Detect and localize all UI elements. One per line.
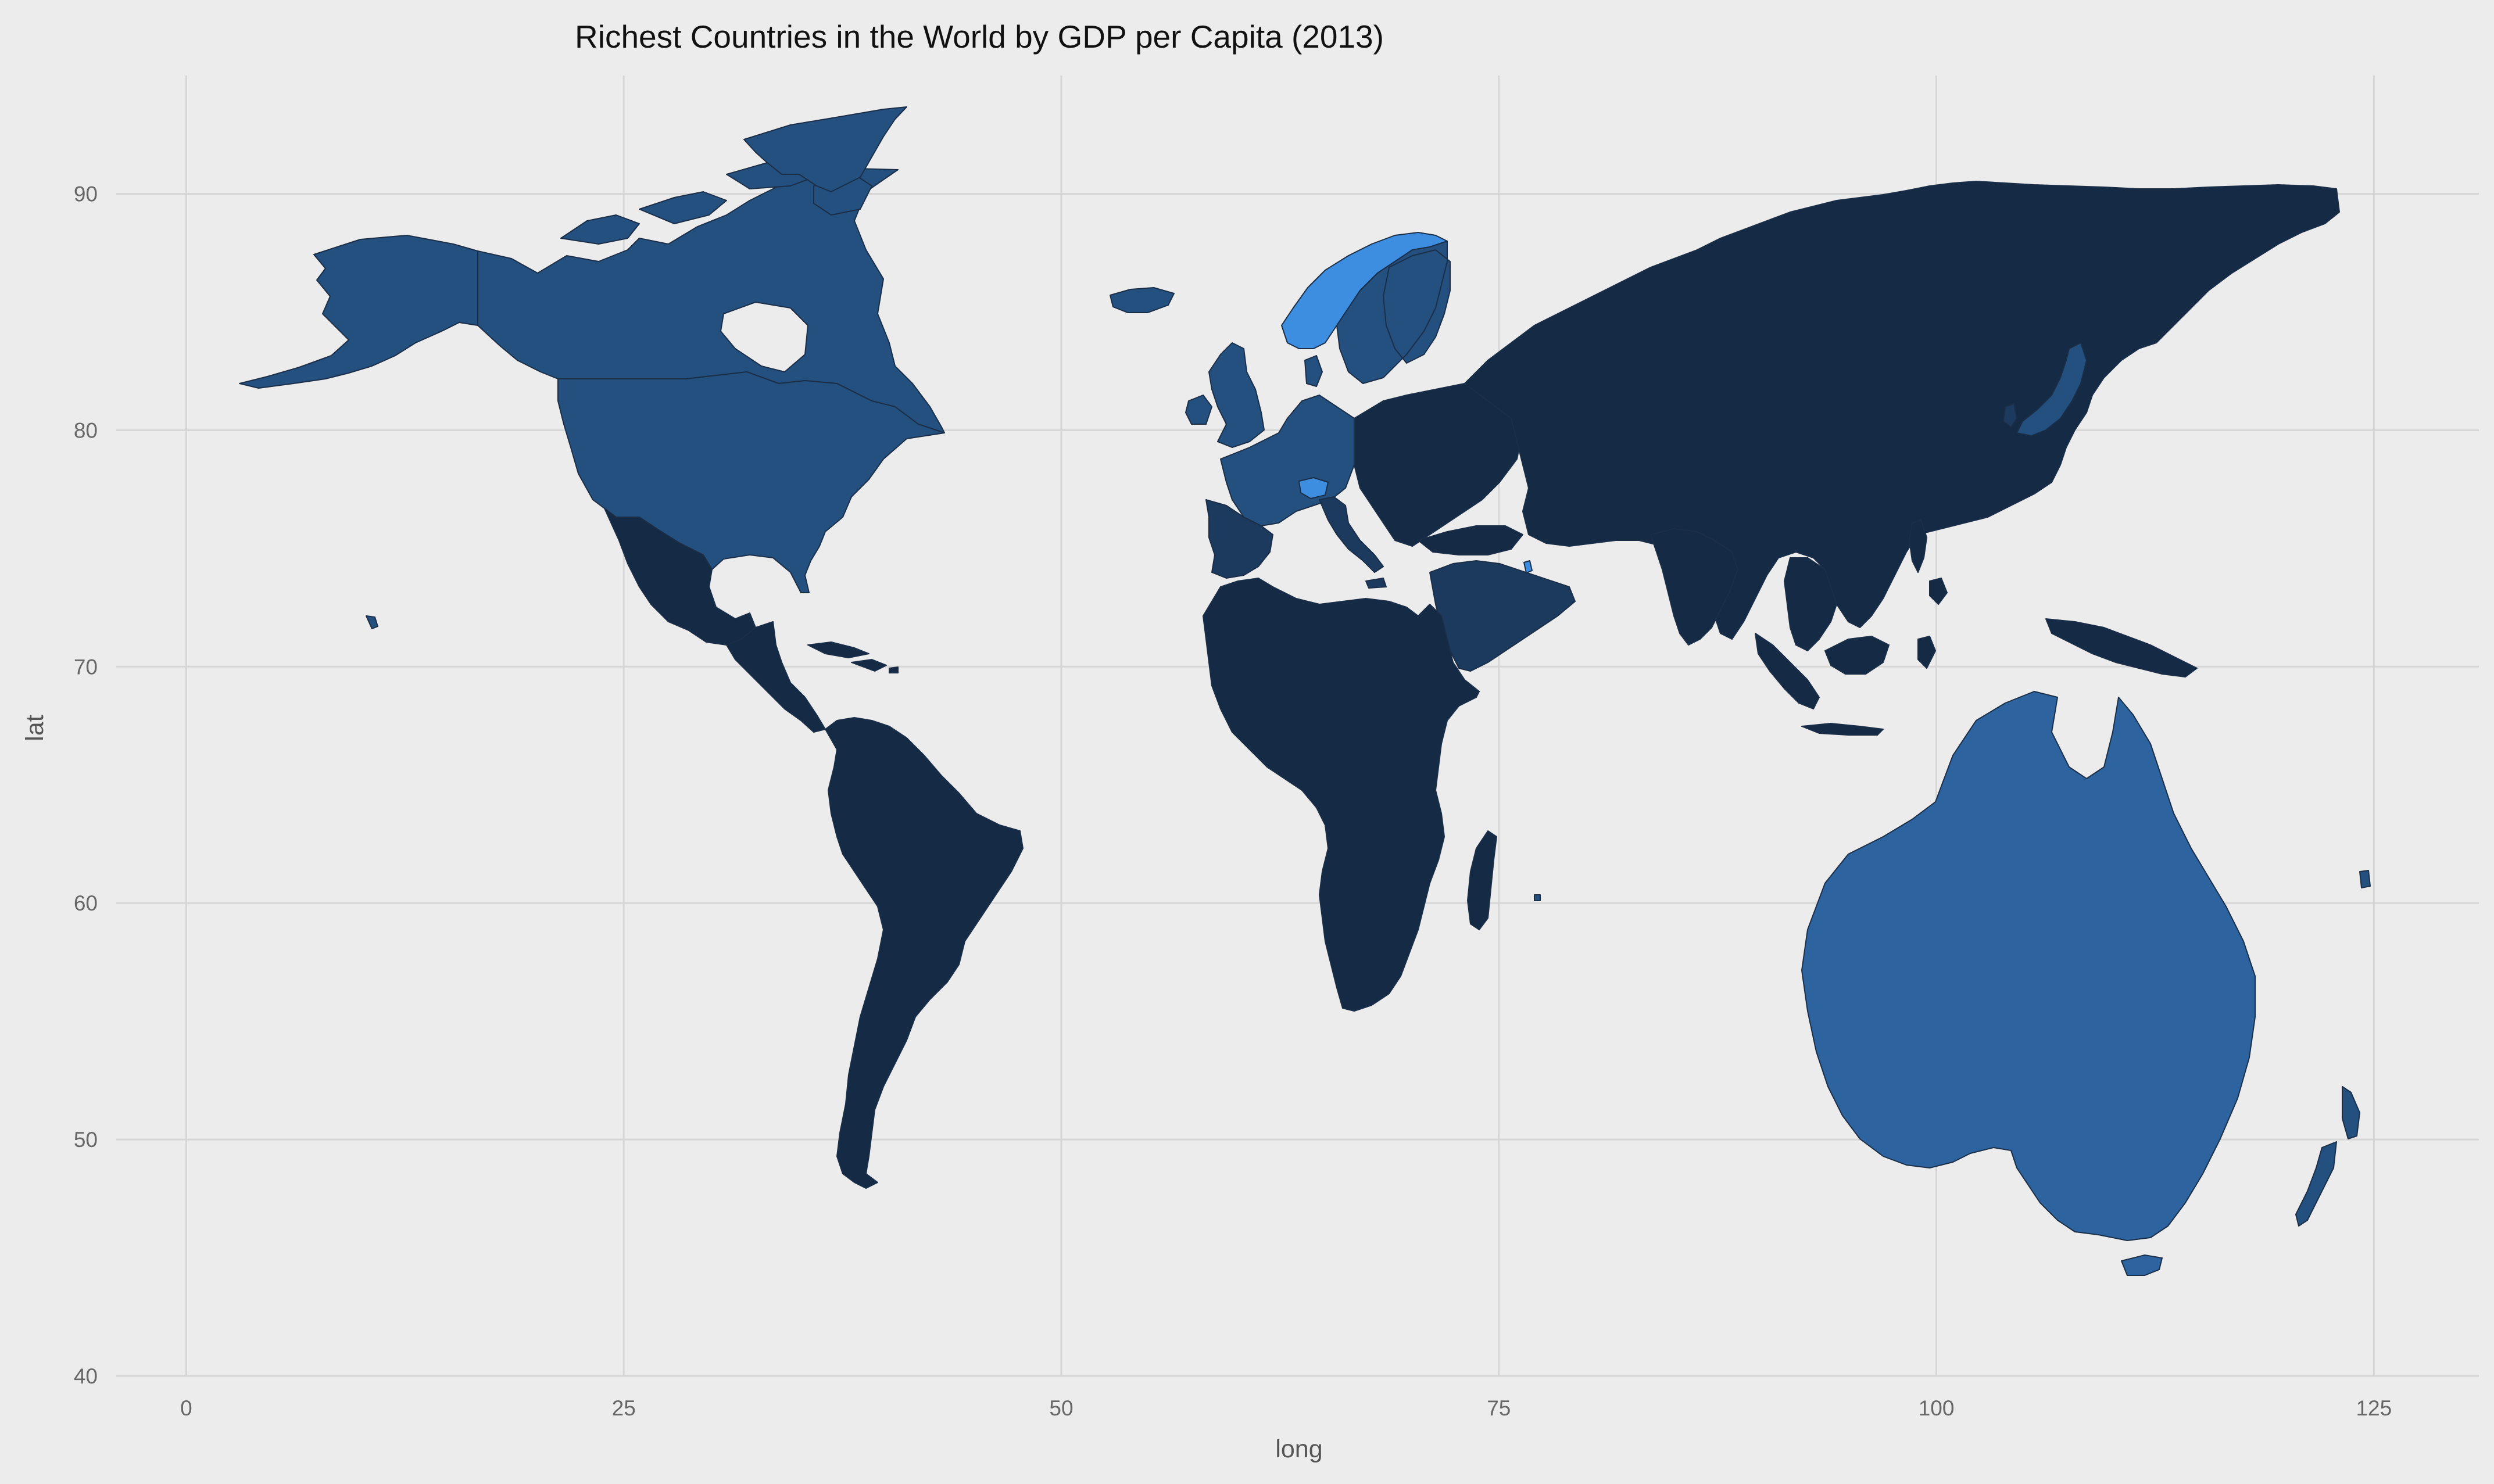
x-tick-label: 25 [612,1396,636,1420]
x-tick-label: 0 [180,1396,192,1420]
x-tick-label: 75 [1487,1396,1511,1420]
y-tick-label: 80 [74,418,98,442]
region-japan [2016,342,2087,436]
region-africa [1203,578,1480,1012]
chart-title: Richest Countries in the World by GDP pe… [575,19,1384,55]
region-indonesia [1755,633,1936,736]
region-india [1650,528,1738,646]
region-madagascar [1467,830,1497,930]
region-turkey [1418,525,1523,555]
region-south-america [825,717,1024,1189]
y-tick-label: 70 [74,655,98,679]
region-papua [2045,618,2198,678]
region-switzerland [1298,477,1329,499]
region-iberia [1205,499,1273,579]
region-south-korea [2003,403,2017,428]
x-tick-label: 125 [2356,1396,2392,1420]
region-qatar [1523,560,1533,573]
region-southeast-asia [1784,557,1837,651]
region-canada-arctic [560,162,872,245]
region-uk-ireland [1185,342,1265,448]
region-mexico [604,508,756,646]
y-tick-label: 90 [74,182,98,206]
y-tick-label: 60 [74,891,98,915]
region-iceland [1110,287,1175,313]
region-denmark [1304,355,1323,387]
y-tick-label: 40 [74,1364,98,1388]
region-caribbean [807,641,899,673]
region-tasmania [2121,1254,2163,1276]
x-axis-label: long [1275,1435,1322,1463]
region-greenland [743,106,907,192]
region-arabia [1429,560,1576,672]
x-tick-label: 50 [1049,1396,1073,1420]
region-sweden-finland [1336,241,1451,384]
region-philippines [1909,519,1948,605]
region-australia [1801,691,2256,1241]
axes: 0 25 50 75 100 125 40 50 60 70 80 90 [74,182,2392,1420]
land-masses [239,106,2371,1276]
region-new-zealand [2295,1086,2360,1227]
y-tick-label: 50 [74,1128,98,1152]
y-axis-label: lat [21,715,49,741]
region-small-islands [366,615,2371,901]
region-central-america [726,621,826,733]
region-eastern-europe [1354,383,1523,547]
x-tick-label: 100 [1919,1396,1955,1420]
region-italy [1319,496,1387,589]
